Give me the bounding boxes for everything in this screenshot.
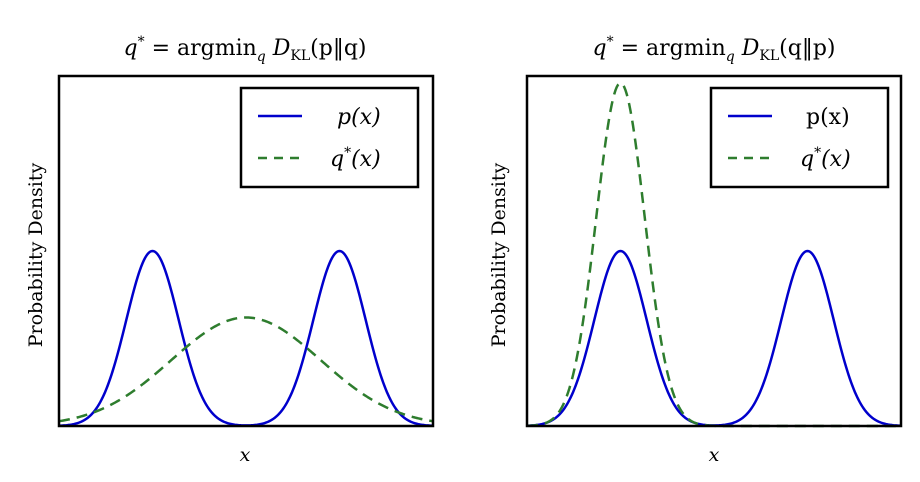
- left-y-axis-label: Probability Density: [25, 162, 47, 347]
- right-y-axis-label: Probability Density: [488, 162, 510, 347]
- left-panel: q* = argminq DKL(p‖q) Probability Densit…: [25, 34, 435, 466]
- right-legend: p(x) q*(x): [709, 86, 890, 189]
- right-legend-box: [709, 86, 890, 189]
- right-x-axis-label: x: [709, 444, 720, 466]
- left-chart-title: q* = argminq DKL(p‖q): [123, 34, 366, 65]
- left-legend-label-q: q*(x): [330, 145, 381, 172]
- left-series-p-line: [58, 249, 434, 427]
- left-plot-area: [58, 249, 434, 427]
- left-legend-box: [239, 86, 420, 189]
- left-legend-label-p: p(x): [337, 105, 381, 130]
- right-series-p-line: [526, 249, 902, 427]
- right-plot-frame: [525, 74, 903, 428]
- left-legend: p(x) q*(x): [239, 86, 420, 189]
- right-legend-label-q: q*(x): [800, 145, 851, 172]
- right-chart-title: q* = argminq DKL(q‖p): [592, 34, 835, 65]
- left-series-q-line: [58, 316, 434, 423]
- left-plot-frame: [57, 74, 435, 428]
- right-panel: q* = argminq DKL(q‖p) Probability Densit…: [488, 34, 903, 466]
- left-x-axis-label: x: [240, 444, 251, 466]
- right-legend-label-p: p(x): [806, 105, 850, 130]
